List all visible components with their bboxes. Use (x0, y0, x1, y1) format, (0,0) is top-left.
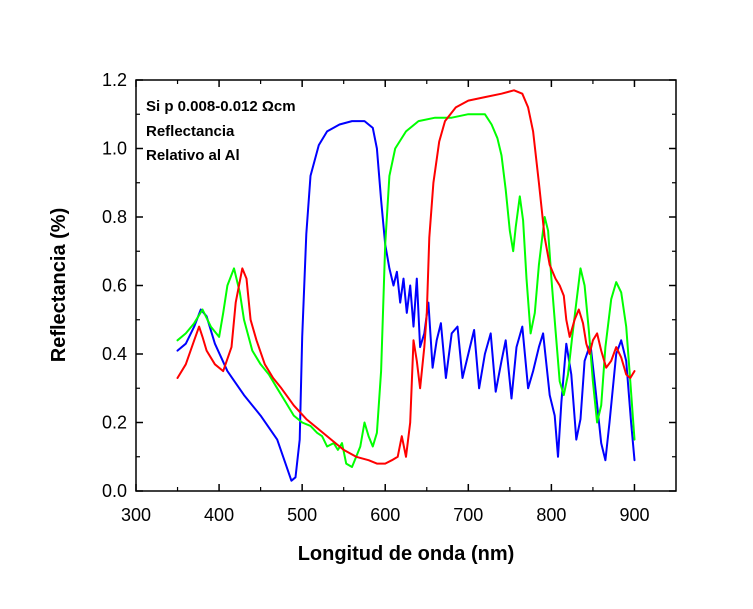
x-tick-label: 500 (287, 505, 317, 525)
plot-frame (135, 79, 677, 492)
x-tick-label: 700 (453, 505, 483, 525)
y-tick-label: 0.4 (102, 344, 127, 364)
y-tick-label: 0.8 (102, 207, 127, 227)
annotation-line-2: Reflectancia (146, 123, 235, 140)
tick-labels: 300 400 500 600 700 800 900 0.0 0.2 0.4 0.6 0.8 1.0 1… (102, 70, 650, 525)
series-line-2 (176, 113, 636, 468)
y-tick-label: 0.0 (102, 481, 127, 501)
series-line-3 (176, 89, 636, 465)
axis-ticks (135, 79, 676, 492)
annotation-line-3: Relativo al Al (146, 147, 240, 164)
y-tick-label: 0.2 (102, 413, 127, 433)
series-line-1 (176, 120, 636, 482)
x-tick-label: 400 (204, 505, 234, 525)
x-axis-title: Longitud de onda (nm) (298, 543, 515, 565)
x-tick-label: 900 (619, 505, 649, 525)
data-series (176, 89, 636, 482)
x-tick-label: 600 (370, 505, 400, 525)
y-axis-title: Reflectancia (%) (48, 208, 70, 363)
annotation-line-1: Si p 0.008-0.012 Ωcm (146, 98, 296, 115)
x-tick-label: 800 (536, 505, 566, 525)
x-tick-label: 300 (121, 505, 151, 525)
y-tick-label: 1.0 (102, 139, 127, 159)
y-tick-label: 0.6 (102, 276, 127, 296)
plot-area-frame (135, 79, 677, 492)
y-tick-label: 1.2 (102, 70, 127, 90)
